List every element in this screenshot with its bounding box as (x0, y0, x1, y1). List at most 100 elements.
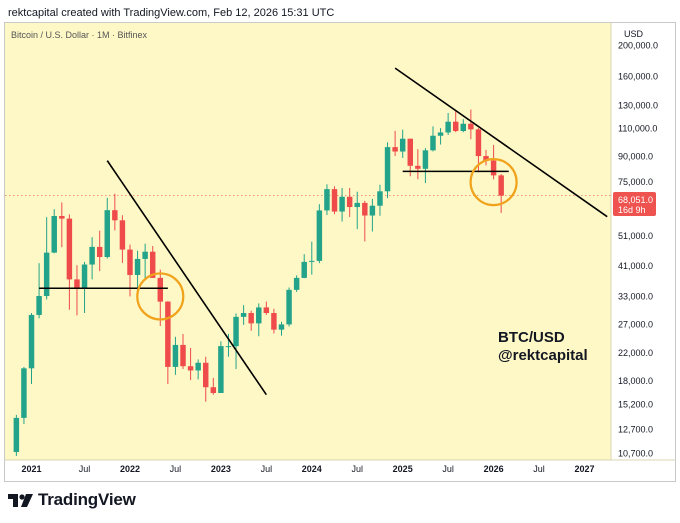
candle[interactable] (256, 303, 262, 337)
candle[interactable] (28, 313, 35, 385)
candle[interactable] (210, 377, 217, 395)
candle[interactable] (172, 336, 179, 375)
y-tick-label: 18,000.0 (618, 376, 653, 386)
candle[interactable] (437, 128, 444, 145)
price-tag-background (613, 192, 656, 216)
candle[interactable] (331, 186, 338, 215)
candle[interactable] (59, 202, 65, 248)
candle[interactable] (452, 111, 459, 133)
candle[interactable] (180, 334, 186, 370)
candle[interactable] (346, 187, 353, 217)
candle-body (51, 215, 57, 253)
candle[interactable] (490, 144, 497, 180)
candle[interactable] (422, 148, 429, 184)
trendline (106, 160, 267, 396)
candle[interactable] (445, 112, 451, 135)
candle-body (354, 202, 360, 208)
x-tick-label: Jul (170, 464, 182, 474)
candle-body (331, 189, 338, 212)
candle-body (210, 387, 217, 394)
candle[interactable] (142, 243, 148, 281)
candle[interactable] (324, 184, 330, 216)
candle[interactable] (498, 173, 504, 213)
candle-body (399, 138, 406, 152)
candle[interactable] (293, 275, 300, 292)
candle-body (165, 301, 171, 367)
candle[interactable] (112, 193, 118, 231)
candle[interactable] (483, 149, 489, 166)
candle[interactable] (362, 200, 368, 242)
candle-body (346, 196, 353, 208)
y-tick-label: 41,000.0 (618, 261, 653, 271)
candle[interactable] (286, 287, 292, 327)
x-tick-label: Jul (351, 464, 363, 474)
candle[interactable] (377, 184, 383, 216)
candle[interactable] (339, 187, 345, 222)
candle[interactable] (74, 265, 80, 316)
candle[interactable] (354, 191, 360, 230)
candle[interactable] (430, 126, 436, 152)
candle[interactable] (36, 263, 42, 319)
y-tick-label: 130,000.0 (618, 100, 658, 110)
trendline (394, 67, 608, 218)
candle[interactable] (66, 214, 73, 310)
candle[interactable] (263, 301, 270, 315)
candle[interactable] (81, 261, 88, 314)
candle[interactable] (119, 215, 126, 263)
candle[interactable] (134, 250, 141, 292)
candle-body (384, 147, 391, 192)
candle[interactable] (218, 341, 224, 394)
candle[interactable] (248, 310, 254, 331)
candle[interactable] (407, 138, 413, 177)
candle-body (96, 246, 103, 258)
candle-body (278, 324, 285, 330)
x-tick-label: Jul (442, 464, 454, 474)
candle[interactable] (460, 119, 467, 133)
candle[interactable] (149, 246, 156, 278)
chart-header-text: rektcapital created with TradingView.com… (8, 7, 335, 19)
candle[interactable] (157, 269, 164, 326)
candle[interactable] (369, 198, 376, 232)
candlestick-chart[interactable]: Bitcoin / U.S. Dollar · 1M · Bitfinex US… (0, 0, 680, 485)
candle[interactable] (165, 301, 171, 385)
candle[interactable] (13, 414, 20, 456)
candle[interactable] (51, 209, 57, 254)
candle-body (172, 344, 179, 367)
candle[interactable] (278, 321, 285, 336)
x-tick-label: 2022 (120, 464, 140, 474)
candle[interactable] (392, 130, 398, 156)
candle[interactable] (415, 149, 421, 180)
candle[interactable] (384, 142, 391, 199)
candle-body (36, 296, 42, 315)
candle[interactable] (195, 359, 201, 380)
candle[interactable] (301, 254, 307, 279)
candle[interactable] (104, 197, 110, 259)
y-tick-label: 200,000.0 (618, 40, 658, 50)
candle[interactable] (233, 313, 239, 370)
candle-body (430, 135, 436, 151)
candle[interactable] (96, 230, 103, 272)
candle-body (445, 121, 451, 133)
tradingview-logo[interactable]: TradingView (8, 490, 136, 510)
candle[interactable] (43, 217, 50, 300)
candle-body (437, 132, 444, 136)
y-tick-label: 33,000.0 (618, 291, 653, 301)
candle[interactable] (468, 109, 474, 140)
candle-body (468, 123, 474, 130)
x-tick-label: Jul (533, 464, 545, 474)
x-tick-label: 2023 (211, 464, 231, 474)
candle[interactable] (89, 237, 95, 280)
candle[interactable] (399, 129, 406, 158)
candle-body (74, 279, 80, 289)
x-tick-label: Jul (79, 464, 91, 474)
candle[interactable] (21, 366, 27, 425)
candle[interactable] (187, 347, 194, 381)
candle[interactable] (240, 305, 247, 325)
x-tick-label: 2024 (302, 464, 322, 474)
plot-background (5, 23, 611, 460)
candle[interactable] (271, 308, 277, 334)
candle[interactable] (316, 204, 323, 264)
candle[interactable] (203, 356, 209, 402)
annotations (39, 67, 608, 396)
candle[interactable] (309, 241, 315, 275)
